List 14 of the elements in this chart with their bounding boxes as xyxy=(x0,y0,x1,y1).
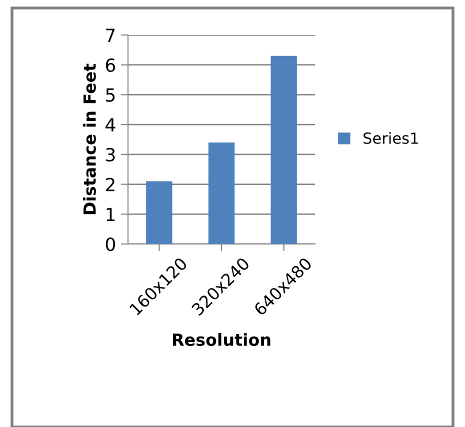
y-tick-label: 5 xyxy=(106,88,115,102)
y-tick-label: 1 xyxy=(106,208,115,222)
legend-label: Series1 xyxy=(364,132,418,144)
y-tick-label: 7 xyxy=(106,28,115,42)
bar xyxy=(208,142,235,244)
bar xyxy=(270,56,297,244)
y-tick-label: 2 xyxy=(106,178,114,192)
y-tick-label: 3 xyxy=(106,148,115,162)
x-axis-title: Resolution xyxy=(172,333,270,346)
y-axis-title: Distance in Feet xyxy=(83,64,96,214)
y-tick-label: 4 xyxy=(106,118,116,132)
y-tick-label: 0 xyxy=(106,237,115,252)
y-tick-label: 6 xyxy=(106,58,116,72)
bar xyxy=(146,181,172,244)
